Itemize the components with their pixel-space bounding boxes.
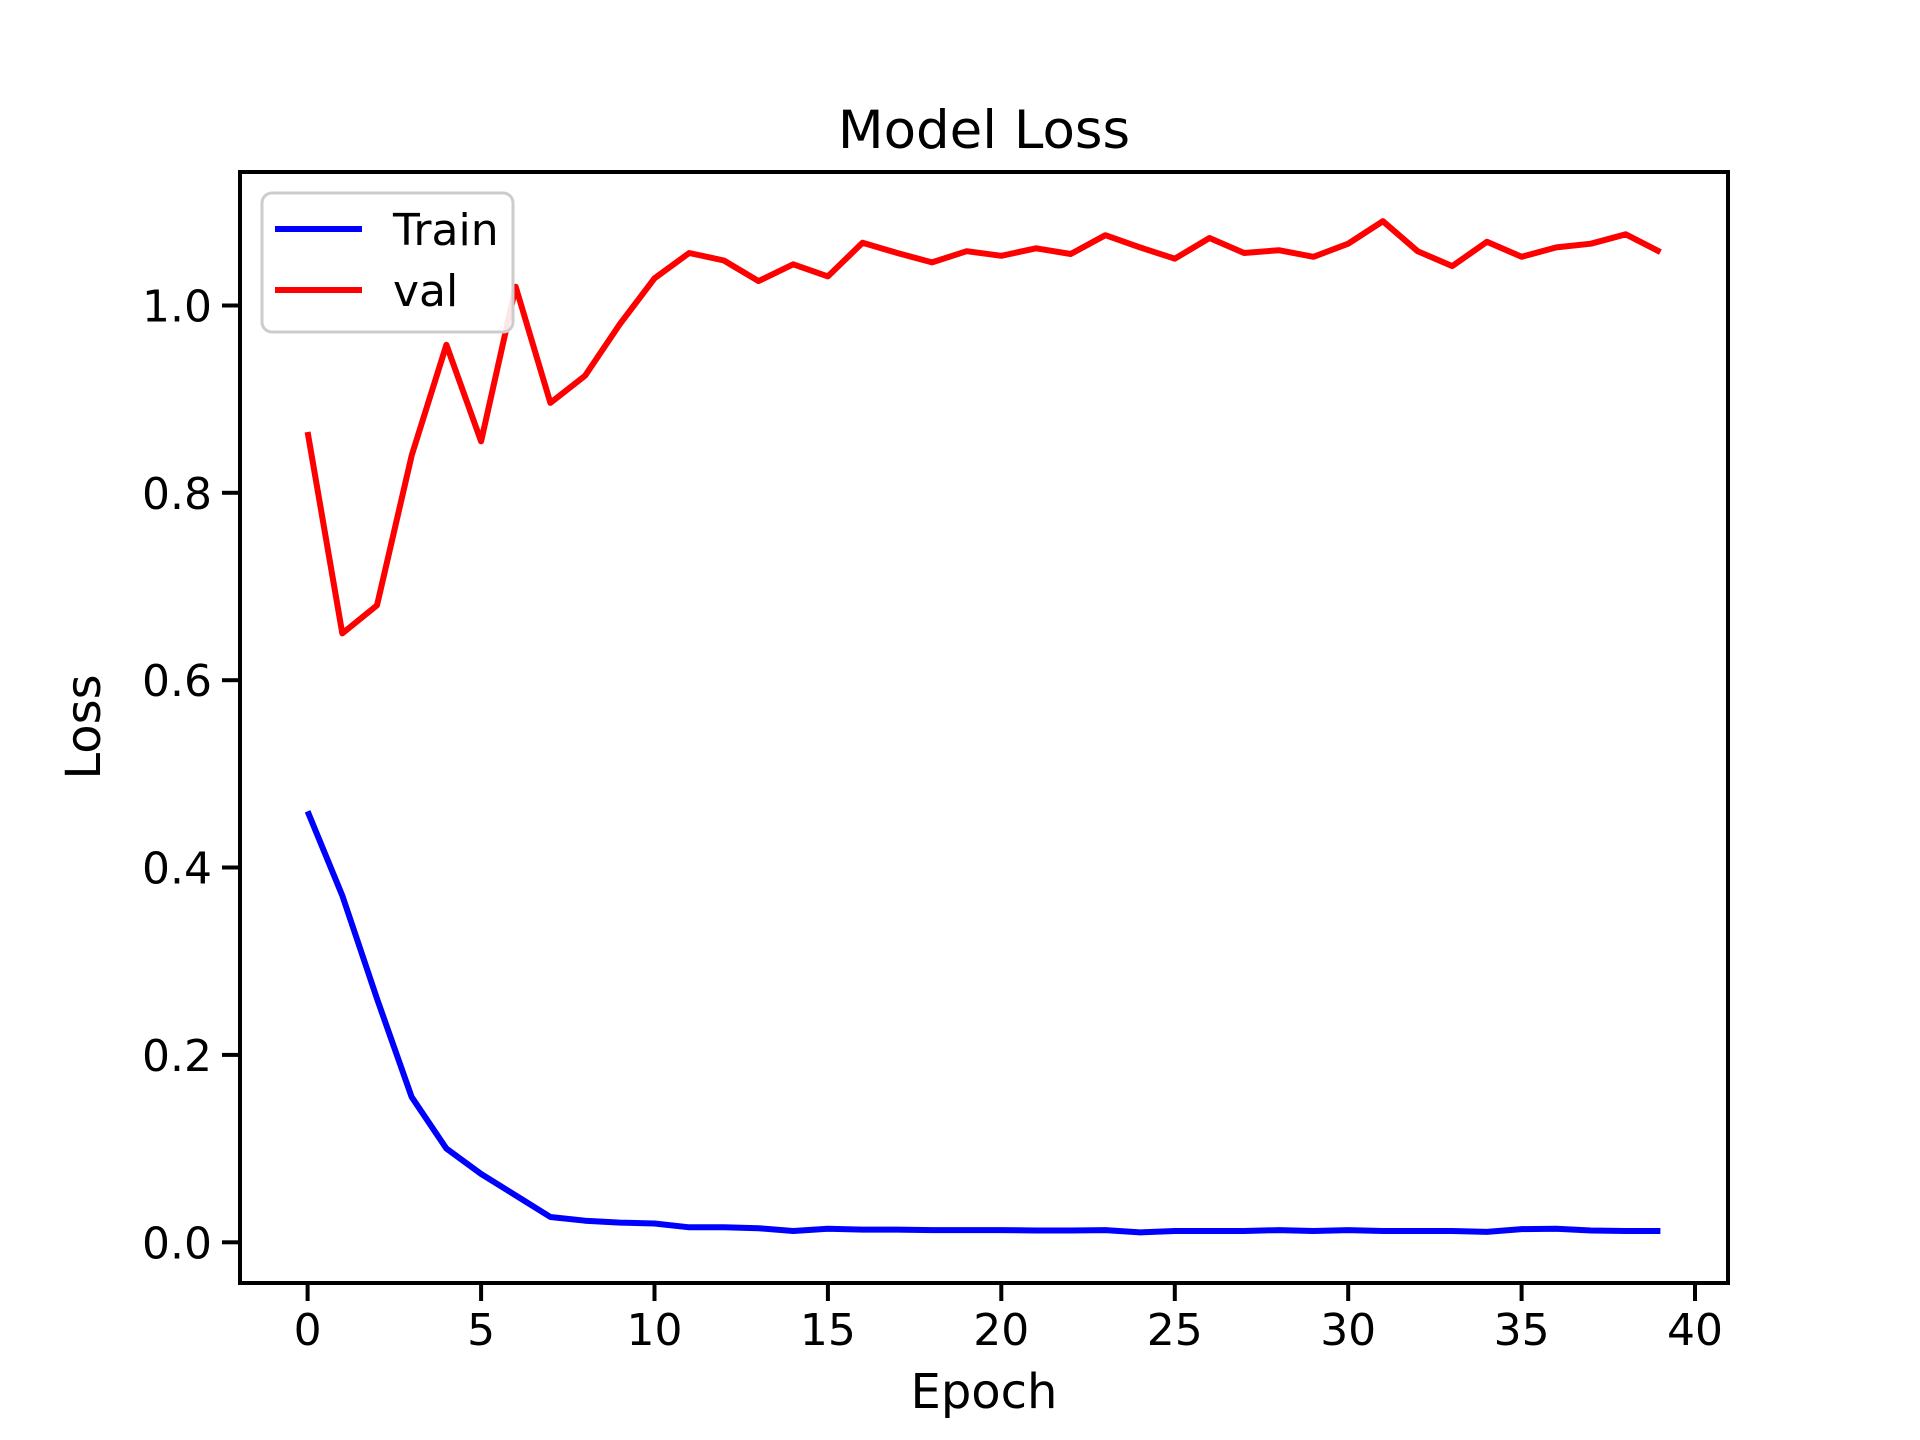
x-tick-label: 0 bbox=[294, 1305, 322, 1356]
y-tick-label: 0.0 bbox=[142, 1218, 212, 1269]
legend-val-label: val bbox=[393, 266, 458, 317]
y-tick-label: 0.8 bbox=[142, 469, 212, 520]
y-axis-label: Loss bbox=[56, 674, 112, 779]
x-tick-label: 15 bbox=[800, 1305, 856, 1356]
legend-train-label: Train bbox=[392, 205, 499, 256]
y-tick-label: 1.0 bbox=[142, 282, 212, 333]
y-tick-label: 0.2 bbox=[142, 1031, 212, 1082]
x-tick-label: 40 bbox=[1667, 1305, 1723, 1356]
x-tick-label: 35 bbox=[1494, 1305, 1550, 1356]
y-tick-label: 0.6 bbox=[142, 656, 212, 707]
x-tick-label: 25 bbox=[1147, 1305, 1203, 1356]
x-axis-label: Epoch bbox=[911, 1364, 1058, 1420]
x-tick-label: 30 bbox=[1320, 1305, 1376, 1356]
val-loss-line bbox=[304, 218, 1662, 637]
x-tick-label: 10 bbox=[627, 1305, 683, 1356]
legend: Train val bbox=[260, 191, 515, 334]
x-axis-ticks: 0 5 10 15 20 25 30 35 40 bbox=[294, 1285, 1723, 1356]
x-tick-label: 5 bbox=[467, 1305, 495, 1356]
chart-title: Model Loss bbox=[838, 100, 1130, 161]
y-tick-label: 0.4 bbox=[142, 844, 212, 895]
x-tick-label: 20 bbox=[973, 1305, 1029, 1356]
train-loss-line bbox=[304, 810, 1661, 1236]
plot-frame bbox=[238, 170, 1730, 1285]
series-layer bbox=[304, 218, 1662, 1236]
y-axis-ticks: 0.0 0.2 0.4 0.6 0.8 1.0 bbox=[142, 282, 238, 1269]
